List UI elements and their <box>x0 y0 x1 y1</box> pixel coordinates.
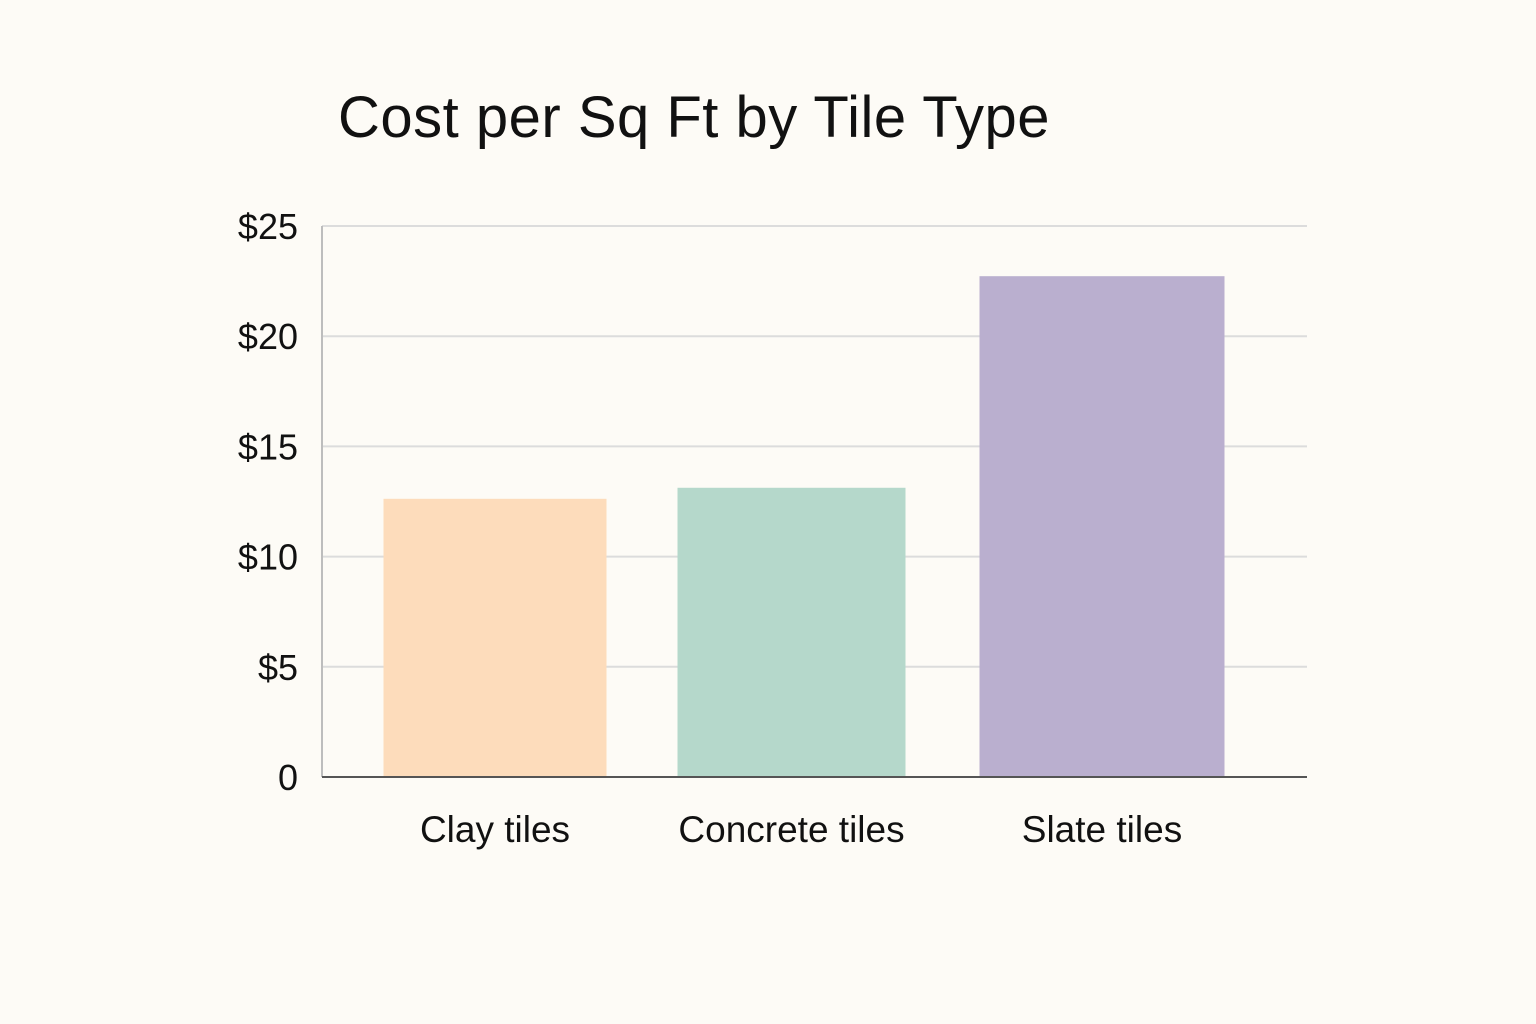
x-tick-label: Concrete tiles <box>678 809 904 850</box>
axes <box>321 226 1307 778</box>
y-tick-labels: 0 $5 $10 $15 $20 $25 <box>238 206 298 798</box>
bar-concrete-tiles <box>677 487 906 778</box>
bar-clay-tiles <box>383 498 607 778</box>
bars <box>383 276 1225 778</box>
bar-slate-tiles <box>979 276 1225 778</box>
x-tick-label: Clay tiles <box>420 809 570 850</box>
y-tick-label: $10 <box>238 537 298 578</box>
y-tick-label: 0 <box>278 757 298 798</box>
y-tick-label: $15 <box>238 426 298 467</box>
x-tick-label: Slate tiles <box>1022 809 1182 850</box>
y-tick-label: $25 <box>238 206 298 247</box>
y-tick-label: $5 <box>258 647 298 688</box>
chart-title: Cost per Sq Ft by Tile Type <box>338 85 1050 150</box>
x-tick-labels: Clay tiles Concrete tiles Slate tiles <box>420 809 1182 850</box>
y-tick-label: $20 <box>238 316 298 357</box>
